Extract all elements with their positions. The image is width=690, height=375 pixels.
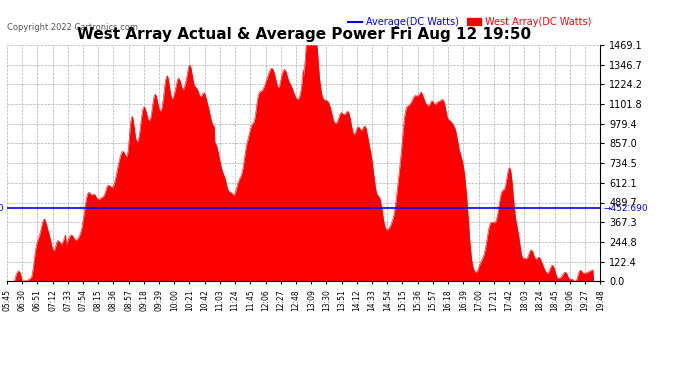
Legend: Average(DC Watts), West Array(DC Watts): Average(DC Watts), West Array(DC Watts) (344, 13, 595, 31)
Text: →452.690: →452.690 (603, 204, 648, 213)
Title: West Array Actual & Average Power Fri Aug 12 19:50: West Array Actual & Average Power Fri Au… (77, 27, 531, 42)
Text: Copyright 2022 Cartronics.com: Copyright 2022 Cartronics.com (7, 23, 138, 32)
Text: →452.690: →452.690 (0, 204, 4, 213)
